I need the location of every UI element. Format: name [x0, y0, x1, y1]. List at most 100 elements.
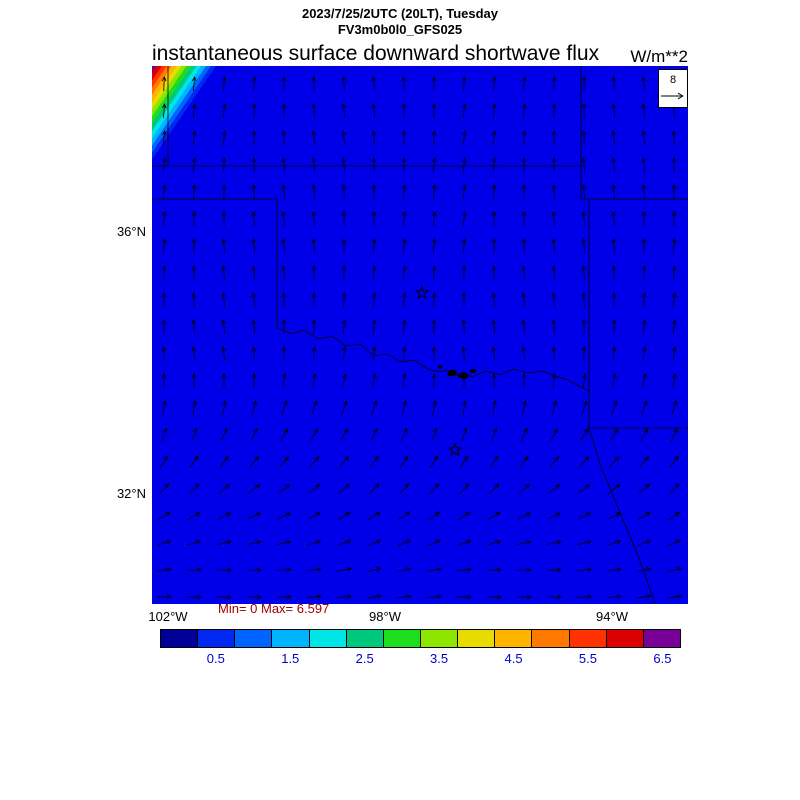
wind-arrow-icon [251, 319, 257, 335]
wind-arrow-icon [156, 567, 172, 572]
wind-arrow-icon [611, 292, 617, 308]
wind-arrow-icon [251, 130, 257, 146]
wind-arrow-icon [457, 539, 472, 546]
wind-arrow-icon [641, 211, 647, 227]
wind-arrow-icon [341, 130, 346, 146]
wind-arrow-icon [281, 265, 287, 281]
wind-arrow-icon [457, 511, 471, 521]
wind-arrow-icon [372, 319, 377, 335]
colorbar-segment [271, 629, 310, 648]
wind-arrow-icon [251, 400, 257, 415]
wind-arrow-icon [371, 292, 377, 308]
border-line [276, 327, 590, 392]
wind-arrow-icon [337, 567, 352, 572]
wind-arrow-icon [671, 265, 677, 281]
wind-arrow-icon [191, 427, 198, 442]
colorbar-tick-label: 2.5 [355, 651, 374, 666]
wind-arrow-icon [581, 157, 587, 173]
wind-arrow-icon [641, 103, 646, 119]
wind-arrow-icon [251, 265, 256, 281]
wind-arrow-icon [162, 157, 167, 173]
wind-arrow-icon [311, 184, 316, 200]
wind-arrow-icon [667, 567, 682, 572]
wind-arrow-icon [607, 594, 622, 599]
wind-arrow-icon [186, 594, 202, 600]
wind-arrow-icon [430, 455, 439, 469]
wind-arrow-icon [161, 238, 167, 254]
wind-arrow-icon [217, 512, 232, 520]
wind-arrow-icon [491, 265, 497, 281]
wind-arrow-icon [191, 373, 197, 389]
wind-arrow-icon [311, 400, 318, 415]
wind-arrow-icon [221, 319, 226, 335]
reference-vector-box: 8 [658, 69, 688, 108]
minmax-stats: Min= 0 Max= 6.597 [218, 601, 330, 616]
wind-arrow-icon [221, 157, 227, 173]
wind-arrow-icon [277, 540, 292, 546]
colorbar-tick-label: 1.5 [281, 651, 300, 666]
wind-arrow-icon [611, 157, 616, 173]
wind-arrow-icon [219, 455, 229, 468]
wind-arrow-icon [221, 184, 227, 200]
wind-arrow-icon [311, 346, 317, 362]
wind-arrow-icon [216, 594, 232, 600]
wind-arrow-icon [612, 373, 617, 388]
wind-arrow-icon [279, 456, 290, 468]
wind-arrow-icon [577, 540, 592, 546]
wind-arrow-icon [156, 594, 172, 600]
wind-arrow-icon [431, 184, 437, 200]
wind-arrow-icon [311, 157, 316, 173]
wind-arrow-icon [549, 456, 560, 468]
wind-arrow-icon [611, 238, 617, 254]
wind-arrow-icon [342, 373, 347, 388]
wind-arrow-icon [462, 400, 467, 415]
wind-arrow-icon [581, 238, 587, 254]
wind-arrow-icon [428, 511, 441, 521]
wind-arrow-icon [251, 292, 257, 308]
wind-arrow-icon [581, 103, 587, 119]
wind-arrow-icon [492, 400, 497, 415]
wind-arrow-icon [341, 265, 347, 281]
lon-tick-98w: 98°W [369, 609, 401, 624]
wind-arrow-icon [609, 456, 620, 468]
wind-arrow-icon [610, 428, 619, 442]
wind-arrow-icon [431, 103, 437, 119]
colorbar-tick-label: 5.5 [578, 651, 597, 666]
wind-arrow-icon [400, 427, 408, 442]
wind-arrow-icon [611, 400, 618, 415]
wind-arrow-icon [220, 427, 228, 442]
wind-arrow-icon [311, 238, 317, 254]
wind-arrow-icon [431, 427, 438, 442]
wind-arrow-icon [431, 157, 437, 173]
wind-arrow-icon [310, 428, 319, 442]
wind-arrow-icon [186, 567, 202, 573]
wind-arrow-icon [461, 319, 467, 335]
wind-arrow-icon [547, 512, 562, 520]
wind-arrow-icon [281, 346, 287, 361]
wind-arrow-icon [397, 567, 412, 572]
wind-arrow-icon [371, 265, 377, 281]
lake-blob [469, 369, 477, 373]
lake-blob [437, 365, 443, 369]
wind-arrow-icon [341, 184, 347, 200]
wind-arrow-icon [516, 567, 532, 573]
wind-arrow-icon [611, 130, 617, 146]
wind-arrow-icon [246, 567, 262, 573]
wind-arrow-icon [456, 567, 472, 572]
wind-arrow-icon [669, 455, 679, 468]
wind-arrow-icon [551, 346, 557, 362]
wind-arrow-icon [162, 184, 167, 200]
wind-arrow-icon [367, 594, 382, 599]
wind-arrow-icon [432, 400, 437, 415]
wind-arrow-icon [486, 567, 502, 573]
wind-arrow-icon [461, 292, 467, 307]
wind-arrow-icon [671, 238, 677, 254]
colorbar-segment [345, 629, 384, 648]
wind-arrow-icon [401, 319, 407, 335]
wind-arrow-icon [641, 76, 647, 92]
wind-arrow-icon [429, 483, 440, 495]
wind-arrow-icon [672, 373, 677, 388]
wind-arrow-icon [611, 346, 617, 362]
wind-arrow-icon [371, 184, 377, 199]
